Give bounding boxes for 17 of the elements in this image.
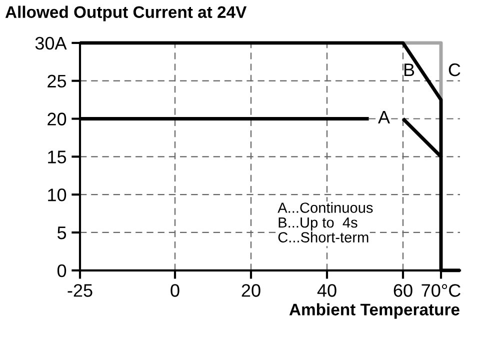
x-tick-label: 0 — [170, 284, 180, 297]
x-tick-label: -25 — [68, 284, 92, 297]
y-tick-label: 20 — [48, 112, 66, 126]
y-tick-label: 30A — [35, 36, 67, 50]
x-tick-label: 40 — [317, 284, 336, 297]
x-tick-label: 20 — [242, 284, 260, 297]
x-tick-label: 70°C — [422, 284, 460, 297]
x-tick-label: 60 — [394, 284, 412, 297]
series-label: B — [404, 64, 414, 76]
y-tick-label: 10 — [48, 188, 66, 202]
y-tick-label: 15 — [48, 150, 66, 164]
chart-title: Allowed Output Current at 24V — [5, 6, 247, 22]
x-axis-title: Ambient Temperature — [289, 303, 460, 319]
y-tick-label: 25 — [48, 74, 66, 88]
y-tick-label: 0 — [57, 264, 66, 278]
series-label: C — [448, 63, 460, 76]
y-tick-label: 5 — [57, 226, 66, 240]
